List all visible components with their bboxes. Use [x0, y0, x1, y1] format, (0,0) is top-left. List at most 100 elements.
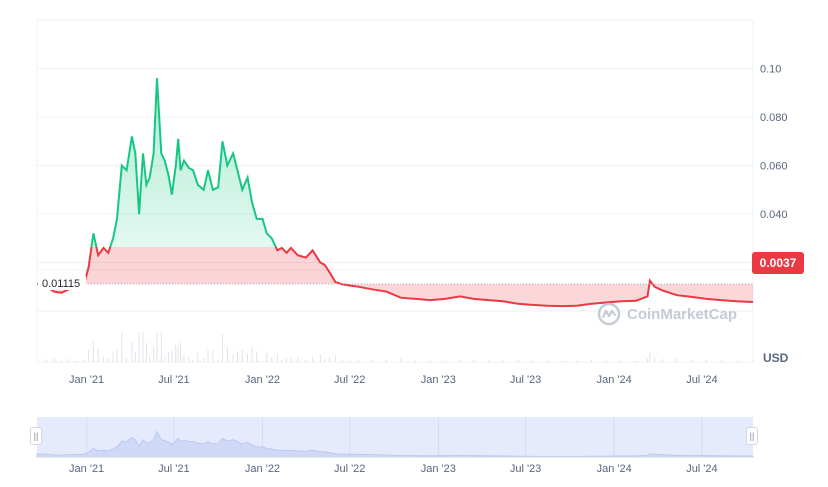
volume-bar: [649, 351, 651, 362]
navigator-left-handle[interactable]: ||: [30, 427, 42, 445]
volume-bar: [349, 360, 351, 362]
volume-bar: [334, 355, 336, 362]
reference-label-bg: [38, 275, 86, 290]
x-tick-label: Jan '21: [69, 374, 104, 386]
plot-frame: [36, 19, 754, 363]
volume-bar: [149, 356, 151, 362]
volume-bar: [319, 354, 321, 362]
volume-bar: [180, 342, 182, 362]
volume-bar: [61, 360, 63, 362]
volume-bar: [502, 360, 504, 362]
x-axis-ticks: Jan '21 Jul '21 Jan '22 Jul '22 Jan '23 Jul '…: [69, 374, 718, 386]
navigator-x-tick-label: Jul '23: [510, 463, 541, 475]
price-line-down: [37, 247, 753, 308]
volume-bar: [635, 360, 637, 362]
volume-bar: [134, 351, 136, 362]
volume-bar: [281, 359, 283, 362]
volume-bar: [271, 358, 273, 362]
volume-bar: [370, 359, 372, 362]
volume-bar: [400, 357, 402, 362]
price-area-down: [37, 247, 753, 307]
x-tick-label: Jul '23: [510, 374, 541, 386]
volume-bar: [324, 359, 326, 362]
volume-bar: [236, 351, 238, 362]
watermark-text: CoinMarketCap: [627, 305, 738, 323]
reference-line: 0.01115: [37, 275, 753, 290]
volume-bar: [576, 360, 578, 362]
volume-bar: [164, 356, 166, 362]
price-area: [37, 78, 753, 308]
volume-bar: [232, 354, 234, 362]
volume-bar: [153, 347, 155, 362]
navigator-price-area: [36, 430, 754, 458]
volume-bar: [415, 360, 417, 362]
navigator-x-tick-label: Jan '22: [245, 463, 280, 475]
volume-bar: [226, 347, 228, 362]
volume-bar: [620, 360, 622, 362]
y-tick-label: 0.080: [760, 112, 788, 124]
volume-bars: [46, 332, 754, 362]
navigator[interactable]: [36, 417, 754, 458]
volume-bar: [121, 332, 123, 362]
x-tick-label: Jul '24: [686, 374, 717, 386]
navigator-x-tick-label: Jul '22: [334, 463, 365, 475]
volume-bar: [212, 349, 214, 362]
volume-bar: [429, 360, 431, 362]
volume-bar: [177, 345, 179, 362]
volume-bar: [276, 354, 278, 362]
navigator-x-tick-label: Jul '24: [686, 463, 717, 475]
volume-bar: [82, 359, 84, 362]
navigator-x-tick-label: Jan '23: [421, 463, 456, 475]
volume-bar: [735, 360, 737, 362]
x-tick-label: Jan '24: [597, 374, 632, 386]
volume-bar: [654, 357, 656, 362]
volume-bar: [266, 352, 268, 362]
volume-bar: [473, 359, 475, 362]
volume-bar: [312, 356, 314, 362]
volume-bar: [290, 358, 292, 362]
volume-bar: [676, 358, 678, 362]
volume-bar: [192, 359, 194, 362]
volume-bar: [183, 355, 185, 362]
volume-bar: [53, 358, 55, 362]
volume-bar: [531, 360, 533, 362]
volume-bar: [297, 356, 299, 362]
y-tick-label: 0.10: [760, 64, 781, 76]
volume-bar: [459, 359, 461, 362]
volume-bar: [207, 349, 209, 362]
volume-bar: [546, 360, 548, 362]
volume-bar: [160, 332, 162, 362]
volume-bar: [68, 358, 70, 362]
volume-bar: [661, 358, 663, 362]
volume-bar: [46, 359, 48, 362]
volume-bar: [145, 342, 147, 362]
volume-bar: [705, 359, 707, 362]
navigator-right-handle[interactable]: ||: [746, 427, 758, 445]
volume-bar: [646, 358, 648, 362]
volume-bar: [175, 344, 177, 362]
volume-bar: [561, 360, 563, 362]
volume-bar: [75, 360, 77, 362]
volume-bar: [241, 349, 243, 362]
volume-bar: [116, 349, 118, 362]
volume-bar: [358, 360, 360, 362]
current-price-badge: 0.0037: [752, 252, 804, 274]
navigator-x-tick-label: Jul '21: [158, 463, 189, 475]
volume-bar: [691, 360, 693, 362]
volume-bar: [97, 348, 99, 362]
volume-bar: [256, 351, 258, 362]
x-tick-label: Jan '22: [245, 374, 280, 386]
volume-bar: [188, 356, 190, 362]
volume-bar: [107, 358, 109, 362]
x-tick-label: Jul '22: [334, 374, 365, 386]
coinmarketcap-watermark: CoinMarketCap: [597, 302, 737, 326]
navigator-x-tick-label: Jan '24: [597, 463, 632, 475]
volume-bar: [305, 359, 307, 362]
volume-bar: [203, 358, 205, 362]
volume-bar: [487, 360, 489, 362]
volume-bar: [752, 360, 754, 362]
volume-bar: [444, 360, 446, 362]
volume-bar: [138, 332, 140, 362]
volume-bar: [591, 359, 593, 362]
